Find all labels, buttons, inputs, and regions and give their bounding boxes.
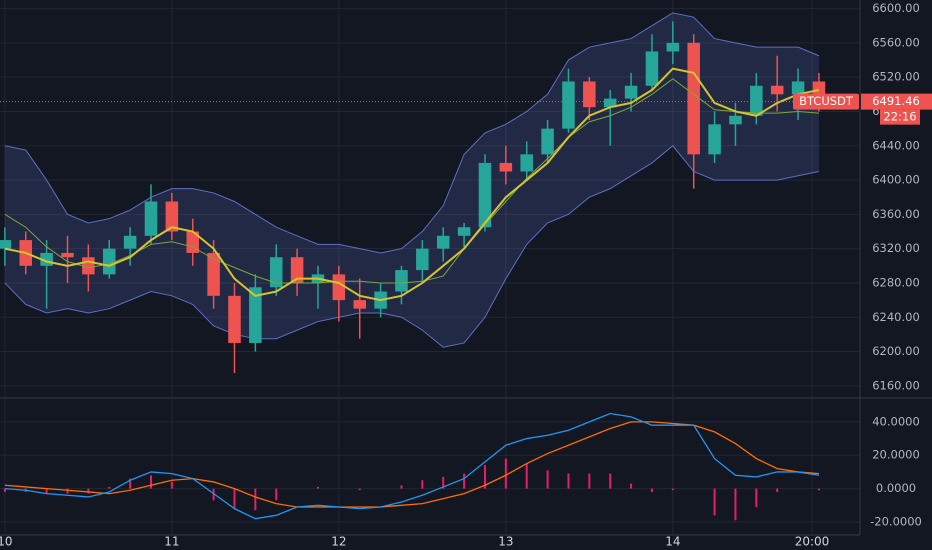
candle-body: [541, 128, 554, 155]
y-tick-label: 6560.00: [872, 35, 920, 49]
upper-band: [4, 12, 820, 254]
y-tick-label: 6520.00: [872, 70, 920, 84]
candle-body: [729, 115, 742, 125]
candle-body: [666, 42, 680, 52]
x-tick-label: 13: [498, 535, 513, 549]
candle-body: [562, 81, 575, 129]
symbol-box: [793, 93, 859, 110]
countdown-label: 22:16: [883, 110, 916, 124]
candle-body: [228, 295, 241, 343]
macd-line: [4, 412, 820, 520]
candle-body: [61, 252, 74, 258]
y-tick-label: 0.0000: [876, 481, 916, 495]
candle-body: [750, 85, 763, 116]
candle-body: [123, 235, 137, 249]
y-tick-label: 6600.00: [872, 1, 920, 15]
candle-body: [102, 248, 116, 275]
candle-body: [624, 85, 638, 99]
candle-body: [207, 252, 220, 296]
candle-body: [645, 51, 659, 86]
y-tick-label: 40.0000: [872, 414, 920, 428]
x-tick-label: 12: [331, 535, 346, 549]
candle-body: [0, 240, 12, 249]
candle-body: [583, 81, 596, 108]
y-tick-label: 6400.00: [872, 173, 920, 187]
candle-body: [395, 270, 408, 292]
candle-body: [478, 162, 492, 228]
candle-body: [144, 201, 158, 236]
candle-body: [520, 154, 533, 172]
candle-body: [186, 231, 199, 253]
candle-body: [269, 257, 283, 288]
x-tick-label: 11: [164, 535, 179, 549]
y-tick-label: -20.0000: [870, 514, 922, 528]
countdown-box: [880, 109, 920, 125]
signal-line: [4, 421, 819, 508]
y-tick-label: 6280.00: [872, 275, 920, 289]
last-price-label: 6491.46: [872, 94, 920, 108]
y-tick-label: 6440.00: [872, 138, 920, 152]
x-tick-label: 10: [0, 535, 13, 549]
y-tick-label: 6200.00: [872, 344, 920, 358]
candle-body: [416, 248, 429, 271]
candle-body: [290, 257, 304, 283]
candle-body: [353, 300, 366, 309]
candle-body: [791, 81, 805, 95]
x-tick-label: 20:00: [795, 535, 830, 549]
candle-body: [687, 42, 700, 155]
y-tick-label: 6360.00: [872, 207, 920, 221]
y-tick-label: 6320.00: [872, 241, 920, 255]
lower-band: [4, 145, 820, 348]
x-tick-label: 14: [665, 535, 680, 549]
y-tick-label: 6240.00: [872, 310, 920, 324]
price-box: [861, 93, 932, 110]
candle-body: [770, 85, 784, 95]
ma-fast: [4, 67, 820, 302]
candle-body: [332, 274, 346, 301]
y-tick-label: 20.0000: [872, 448, 920, 462]
candle-body: [499, 162, 513, 172]
candle-body: [249, 287, 262, 343]
candle-body: [457, 227, 471, 236]
symbol-label: BTCUSDT: [799, 94, 854, 108]
y-tick-label: 6160.00: [872, 378, 920, 392]
candle-body: [708, 124, 721, 155]
candle-body: [436, 235, 450, 249]
candle-body: [603, 98, 617, 108]
candle-body: [165, 201, 179, 232]
